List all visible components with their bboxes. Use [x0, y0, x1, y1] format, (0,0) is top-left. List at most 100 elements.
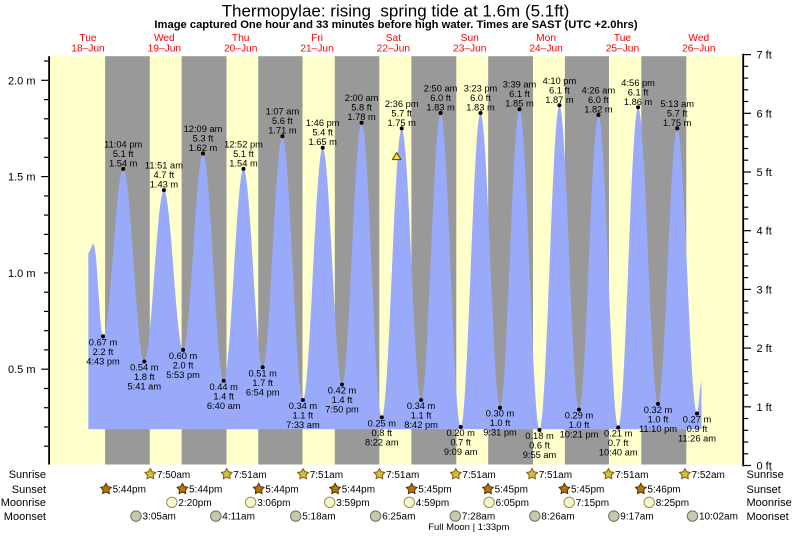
svg-text:7:28am: 7:28am — [462, 512, 495, 523]
svg-text:7:51am: 7:51am — [233, 470, 266, 481]
svg-text:20–Jun: 20–Jun — [224, 44, 257, 55]
svg-text:4:59pm: 4:59pm — [416, 498, 449, 509]
svg-text:0.51 m: 0.51 m — [248, 368, 277, 378]
svg-text:11:04 pm: 11:04 pm — [104, 139, 142, 149]
svg-text:0.54 m: 0.54 m — [130, 363, 159, 373]
svg-text:4:56 pm: 4:56 pm — [621, 78, 655, 88]
svg-text:0.29 m: 0.29 m — [565, 411, 594, 421]
svg-text:2:36 pm: 2:36 pm — [385, 99, 419, 109]
svg-text:1.8 ft: 1.8 ft — [134, 372, 155, 382]
svg-text:4.7 ft: 4.7 ft — [154, 170, 175, 180]
svg-text:24–Jun: 24–Jun — [529, 44, 562, 55]
svg-text:7:51am: 7:51am — [462, 470, 495, 481]
svg-text:2 ft: 2 ft — [757, 343, 772, 355]
svg-text:0.8 ft: 0.8 ft — [371, 428, 392, 438]
svg-text:8:42 pm: 8:42 pm — [404, 420, 438, 430]
svg-text:5 ft: 5 ft — [757, 167, 772, 179]
svg-text:5.1 ft: 5.1 ft — [113, 149, 134, 159]
svg-text:1.75 m: 1.75 m — [663, 118, 692, 128]
svg-text:6:54 pm: 6:54 pm — [246, 387, 280, 397]
svg-text:4:43 pm: 4:43 pm — [86, 356, 120, 366]
svg-text:0.6 ft: 0.6 ft — [529, 441, 550, 451]
svg-text:1.5 m: 1.5 m — [8, 172, 36, 184]
svg-text:Image captured One hour and 33: Image captured One hour and 33 minutes b… — [154, 19, 637, 31]
svg-text:5.7 ft: 5.7 ft — [667, 108, 688, 118]
svg-text:1.4 ft: 1.4 ft — [213, 391, 234, 401]
svg-text:7:51am: 7:51am — [386, 470, 419, 481]
svg-text:25–Jun: 25–Jun — [606, 44, 639, 55]
svg-text:1.43 m: 1.43 m — [150, 180, 179, 190]
svg-text:7:33 am: 7:33 am — [286, 420, 320, 430]
svg-text:2.0 m: 2.0 m — [8, 75, 36, 87]
svg-text:5.3 ft: 5.3 ft — [193, 134, 214, 144]
svg-text:Fri: Fri — [311, 33, 323, 44]
svg-text:3:05am: 3:05am — [143, 512, 176, 523]
svg-text:6 ft: 6 ft — [757, 108, 772, 120]
svg-text:19–Jun: 19–Jun — [148, 44, 181, 55]
svg-text:10:40 am: 10:40 am — [599, 448, 638, 458]
svg-text:Thermopylae: rising spring ti: Thermopylae: rising spring tide at 1.6m … — [222, 2, 570, 21]
svg-text:Tue: Tue — [79, 33, 97, 44]
svg-text:0.20 m: 0.20 m — [446, 428, 475, 438]
svg-text:5:45pm: 5:45pm — [571, 485, 604, 496]
svg-text:3:23 pm: 3:23 pm — [464, 84, 498, 94]
svg-text:11:26 am: 11:26 am — [678, 434, 716, 444]
svg-text:5.8 ft: 5.8 ft — [351, 103, 372, 113]
svg-text:8:22 am: 8:22 am — [365, 437, 399, 447]
svg-text:6.1 ft: 6.1 ft — [549, 85, 570, 95]
svg-text:1.0 m: 1.0 m — [8, 268, 36, 280]
svg-text:7:52am: 7:52am — [692, 470, 725, 481]
svg-text:1.1 ft: 1.1 ft — [411, 411, 432, 421]
svg-text:Sat: Sat — [386, 33, 401, 44]
svg-text:Moonset: Moonset — [747, 511, 789, 523]
svg-text:0.30 m: 0.30 m — [486, 409, 515, 419]
svg-text:8:25pm: 8:25pm — [656, 498, 689, 509]
svg-text:0.32 m: 0.32 m — [644, 405, 673, 415]
svg-text:Sunrise: Sunrise — [9, 469, 46, 481]
svg-text:2:50 am: 2:50 am — [424, 84, 458, 94]
svg-text:5:53 pm: 5:53 pm — [166, 370, 200, 380]
svg-text:Sun: Sun — [461, 33, 479, 44]
svg-text:7:51am: 7:51am — [539, 470, 572, 481]
svg-text:5.7 ft: 5.7 ft — [391, 108, 412, 118]
svg-text:0.25 m: 0.25 m — [368, 418, 397, 428]
svg-text:22–Jun: 22–Jun — [377, 44, 410, 55]
svg-text:7:51am: 7:51am — [310, 470, 343, 481]
svg-text:6:05pm: 6:05pm — [496, 498, 529, 509]
svg-text:0.44 m: 0.44 m — [209, 382, 238, 392]
svg-text:7:51am: 7:51am — [615, 470, 648, 481]
svg-text:6.0 ft: 6.0 ft — [430, 93, 451, 103]
svg-text:0.7 ft: 0.7 ft — [450, 438, 471, 448]
svg-text:1.75 m: 1.75 m — [387, 118, 416, 128]
svg-text:0.5 m: 0.5 m — [8, 364, 36, 376]
svg-text:Thu: Thu — [232, 33, 250, 44]
svg-text:2:20pm: 2:20pm — [178, 498, 211, 509]
svg-text:1.54 m: 1.54 m — [109, 158, 138, 168]
svg-text:5.4 ft: 5.4 ft — [312, 128, 333, 138]
svg-text:4 ft: 4 ft — [757, 226, 772, 238]
svg-text:6.0 ft: 6.0 ft — [470, 93, 491, 103]
svg-text:Wed: Wed — [688, 33, 709, 44]
svg-text:Moonrise: Moonrise — [1, 497, 46, 509]
svg-text:5:45pm: 5:45pm — [418, 485, 451, 496]
svg-text:6.1 ft: 6.1 ft — [628, 87, 649, 97]
svg-text:1.7 ft: 1.7 ft — [252, 378, 273, 388]
svg-text:9:09 am: 9:09 am — [444, 447, 478, 457]
svg-text:1.4 ft: 1.4 ft — [332, 395, 353, 405]
svg-text:7:50 pm: 7:50 pm — [325, 405, 359, 415]
svg-text:7:15pm: 7:15pm — [576, 498, 609, 509]
svg-text:26–Jun: 26–Jun — [682, 44, 715, 55]
svg-text:2.0 ft: 2.0 ft — [173, 360, 194, 370]
svg-text:1:07 am: 1:07 am — [266, 107, 300, 117]
svg-text:9:17am: 9:17am — [620, 512, 653, 523]
svg-text:Full Moon | 1:33pm: Full Moon | 1:33pm — [428, 522, 509, 533]
svg-text:0.7 ft: 0.7 ft — [608, 438, 629, 448]
svg-text:8:26am: 8:26am — [541, 512, 574, 523]
svg-text:3:59pm: 3:59pm — [336, 498, 369, 509]
svg-text:9:55 am: 9:55 am — [523, 450, 557, 460]
svg-text:2:00 am: 2:00 am — [345, 93, 379, 103]
svg-text:0.60 m: 0.60 m — [169, 351, 198, 361]
svg-text:6.1 ft: 6.1 ft — [509, 89, 530, 99]
svg-text:1.65 m: 1.65 m — [308, 137, 337, 147]
svg-text:4:10 pm: 4:10 pm — [543, 76, 577, 86]
